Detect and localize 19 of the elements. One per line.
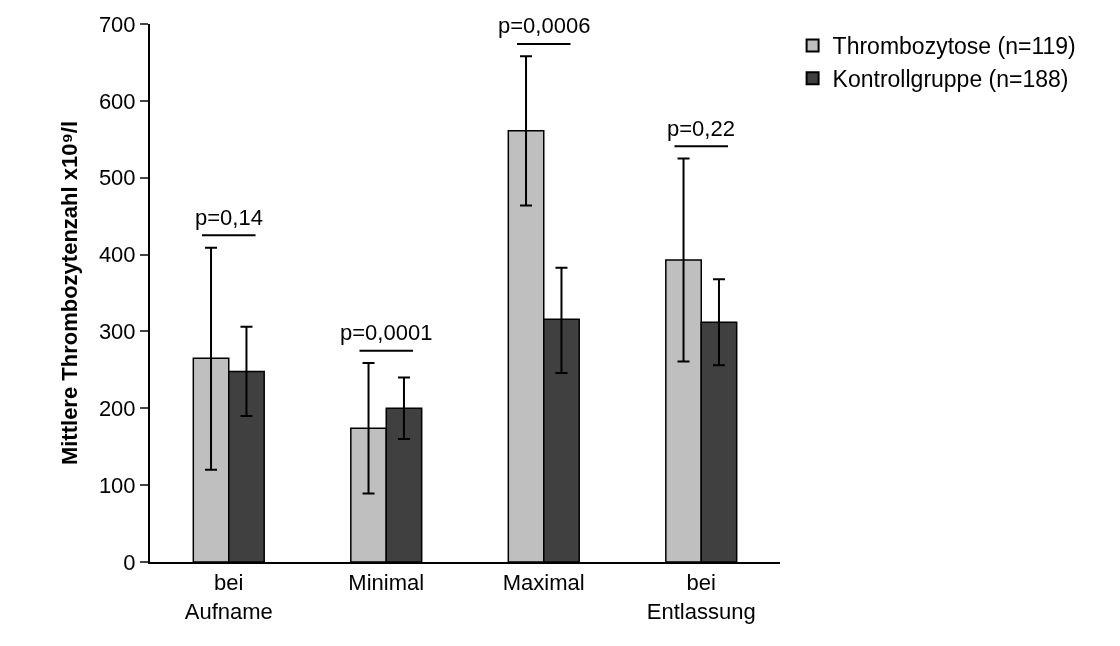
annotation: p=0,22 [667,116,735,141]
x-tick-label: Minimal [348,570,425,596]
annotation: p=0,0001 [340,320,433,345]
y-tick-label: 700 [98,11,136,37]
y-tick-label: 100 [98,472,136,498]
x-tick-label: bei Entlassung [646,570,756,624]
legend-label: Kontrollgruppe (n=188) [832,66,1069,93]
y-tick-label: 0 [123,549,136,575]
y-tick-label: 600 [98,88,136,114]
legend-label: Thrombozytose (n=119) [832,33,1076,60]
y-tick-label: 400 [98,242,136,268]
annotation: p=0,0006 [498,13,591,38]
y-tick-label: 500 [98,165,136,191]
x-tick-label: Maximal [502,570,585,596]
annotation: p=0,14 [195,205,263,230]
y-axis-title: Mittlere Thrombozytenzahl x10⁹/l [57,120,83,466]
x-tick-label: bei Aufname [184,570,273,624]
y-tick-label: 300 [98,319,136,345]
y-tick-label: 200 [98,395,136,421]
